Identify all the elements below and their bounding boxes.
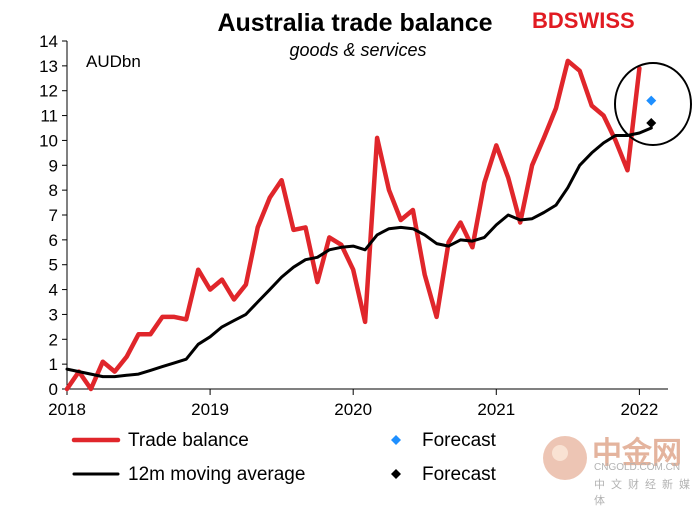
y-tick-label: 4 bbox=[49, 281, 58, 300]
x-tick-label: 2022 bbox=[620, 400, 658, 419]
x-tick-label: 2018 bbox=[48, 400, 86, 419]
y-tick-label: 7 bbox=[49, 206, 58, 225]
series-layer bbox=[64, 58, 657, 392]
y-tick-label: 14 bbox=[39, 32, 58, 51]
watermark-logo-icon bbox=[543, 436, 587, 480]
y-tick-label: 8 bbox=[49, 181, 58, 200]
forecast-trade-marker bbox=[646, 95, 657, 106]
legend-item-forecast-trade-marker: Forecast bbox=[391, 430, 497, 451]
chart-subtitle: goods & services bbox=[289, 40, 426, 60]
y-tick-label: 1 bbox=[49, 355, 58, 374]
x-tick-label: 2020 bbox=[334, 400, 372, 419]
brand-logo-part1: BD bbox=[532, 8, 564, 33]
y-tick-label: 3 bbox=[49, 305, 58, 324]
y-tick-label: 12 bbox=[39, 82, 58, 101]
y-tick-label: 13 bbox=[39, 57, 58, 76]
legend-item-trade-balance-line: Trade balance bbox=[71, 430, 249, 451]
chart-title: Australia trade balance bbox=[217, 9, 492, 37]
legend-label: 12m moving average bbox=[128, 464, 305, 485]
y-tick-label: 0 bbox=[49, 380, 58, 399]
y-tick-label: 9 bbox=[49, 156, 58, 175]
watermark-logo-text: 中金网 bbox=[592, 437, 682, 470]
x-tick-label: 2021 bbox=[477, 400, 515, 419]
y-tick-label: 10 bbox=[39, 131, 58, 150]
brand-logo: BDSWISS bbox=[532, 8, 635, 34]
legend-label: Forecast bbox=[422, 464, 497, 485]
watermark-domain: CNGOLD.COM.CN bbox=[594, 462, 681, 473]
watermark: 中金网 CNGOLD.COM.CN 中文财经新媒体 bbox=[540, 426, 700, 507]
legend-item-moving-average-line: 12m moving average bbox=[72, 464, 305, 485]
y-tick-label: 5 bbox=[49, 256, 58, 275]
forecast-ma-marker bbox=[646, 118, 657, 129]
unit-label: AUDbn bbox=[86, 52, 141, 71]
legend-swatch bbox=[391, 469, 401, 479]
brand-logo-part2: SWISS bbox=[563, 8, 635, 33]
legend-item-forecast-ma-marker: Forecast bbox=[391, 464, 497, 485]
watermark-tagline: 中文财经新媒体 bbox=[594, 478, 696, 507]
highlight-ellipse bbox=[614, 62, 692, 146]
legend-label: Forecast bbox=[422, 430, 497, 451]
x-tick-label: 2019 bbox=[191, 400, 229, 419]
y-tick-label: 6 bbox=[49, 231, 58, 250]
legend: Trade balance 12m moving average Forecast F… bbox=[71, 430, 497, 485]
legend-label: Trade balance bbox=[128, 430, 249, 451]
y-tick-label: 2 bbox=[49, 330, 58, 349]
legend-swatch bbox=[391, 435, 401, 445]
y-tick-label: 11 bbox=[40, 107, 58, 126]
moving-average-line bbox=[65, 126, 653, 379]
trade-balance-line bbox=[64, 58, 642, 392]
